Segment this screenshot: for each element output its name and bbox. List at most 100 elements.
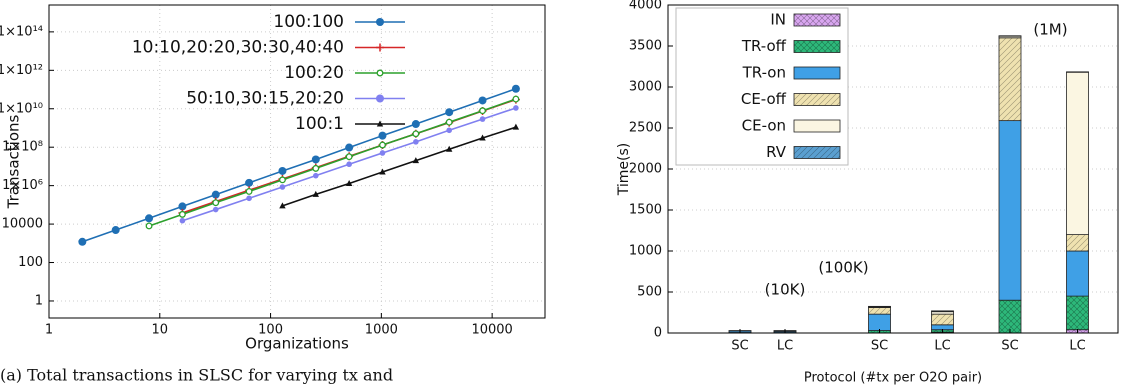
marker <box>479 116 486 122</box>
y-tick-label: 4000 <box>629 0 662 13</box>
x-tick-label: LC <box>1069 339 1085 354</box>
bar-segment <box>1066 71 1089 235</box>
y-tick-label: 1 <box>35 293 43 308</box>
marker <box>211 190 220 199</box>
legend-box <box>675 7 849 166</box>
legend-label: RV <box>766 143 787 161</box>
plot-frame <box>667 4 1119 334</box>
marker <box>478 96 487 105</box>
legend-label: 100:100 <box>273 12 344 32</box>
x-axis-label: Organizations <box>245 335 349 353</box>
marker <box>246 195 252 202</box>
group-label: (100K) <box>818 259 868 277</box>
y-tick-label: 1000 <box>629 244 662 259</box>
legend-swatch <box>793 40 841 53</box>
marker <box>412 130 420 138</box>
y-tick-label: 10000 <box>2 217 43 232</box>
y-tick-label: 1×10⁶ <box>2 178 43 193</box>
legend-marker <box>376 18 384 26</box>
marker <box>145 214 154 223</box>
marker <box>346 161 352 168</box>
y-tick-label: 1500 <box>629 203 662 218</box>
marker <box>511 84 520 93</box>
marker <box>279 202 286 209</box>
marker <box>379 168 386 175</box>
marker <box>413 139 419 145</box>
marker <box>178 210 186 218</box>
x-tick-label: 10000 <box>471 323 512 338</box>
legend-swatch <box>793 13 841 27</box>
bar-segment <box>931 310 954 313</box>
y-tick-label: 1×10⁸ <box>2 140 43 155</box>
y-axis-label: Time(s) <box>616 143 632 196</box>
series-line <box>148 98 517 227</box>
series-line <box>282 126 517 207</box>
marker <box>311 155 320 164</box>
x-tick-label: LC <box>934 339 950 354</box>
marker <box>445 108 454 117</box>
marker <box>245 178 254 187</box>
plot-frame <box>48 4 546 319</box>
bar-segment <box>931 313 954 326</box>
marker <box>345 143 354 152</box>
bar-segment <box>1066 234 1089 252</box>
marker <box>378 131 387 140</box>
x-tick-label: SC <box>1001 339 1018 354</box>
marker <box>412 157 420 164</box>
y-tick-label: 1×10¹⁴ <box>0 24 43 39</box>
bar-segment <box>868 313 891 331</box>
legend-label: CE-off <box>741 90 787 108</box>
marker <box>479 134 486 141</box>
marker <box>445 145 453 152</box>
legend-label: TR-off <box>741 37 787 55</box>
y-axis-label: Transactions <box>5 115 23 210</box>
marker <box>312 190 319 197</box>
y-tick-label: 1×10¹² <box>0 63 43 78</box>
x-tick-label: 1000 <box>365 323 398 338</box>
legend-marker <box>376 69 384 77</box>
bar-segment <box>998 299 1022 334</box>
legend-label: IN <box>770 11 786 29</box>
x-tick-label: 10 <box>152 323 169 338</box>
x-tick-label: 100 <box>258 323 283 338</box>
marker <box>512 123 520 130</box>
bar-segment <box>998 37 1022 122</box>
y-tick-label: 2500 <box>629 121 662 136</box>
marker <box>411 120 420 129</box>
y-tick-label: 2000 <box>629 162 662 177</box>
marker <box>111 226 120 235</box>
legend-label: 100:20 <box>284 63 344 83</box>
marker <box>379 150 386 156</box>
x-tick-label: LC <box>777 339 793 354</box>
x-tick-label: 1 <box>45 323 53 338</box>
legend-label: 50:10,30:15,20:20 <box>186 89 344 109</box>
legend-marker <box>376 43 384 52</box>
marker <box>345 153 353 161</box>
x-tick-label: SC <box>871 339 888 354</box>
marker <box>513 105 519 111</box>
bar-segment <box>1066 250 1089 297</box>
legend-label: TR-on <box>742 64 786 82</box>
marker <box>379 141 386 149</box>
group-label: (1M) <box>1033 21 1067 39</box>
y-tick-label: 1×10¹⁰ <box>0 101 43 116</box>
marker <box>212 206 219 213</box>
x-tick-label: SC <box>731 339 748 354</box>
group-label: (10K) <box>765 281 806 299</box>
marker <box>345 179 353 186</box>
marker <box>479 107 486 115</box>
marker <box>512 95 520 103</box>
y-tick-label: 0 <box>654 326 662 341</box>
marker <box>312 172 319 179</box>
legend-swatch <box>793 146 841 159</box>
marker <box>446 127 452 134</box>
legend-marker <box>376 94 384 103</box>
bar-segment <box>1066 295 1089 331</box>
y-tick-label: 100 <box>18 255 43 270</box>
caption: (a) Total transactions in SLSC for varyi… <box>0 366 393 385</box>
marker <box>178 202 187 211</box>
marker <box>245 187 253 195</box>
marker <box>445 118 453 126</box>
marker <box>278 176 286 184</box>
marker <box>145 222 153 230</box>
